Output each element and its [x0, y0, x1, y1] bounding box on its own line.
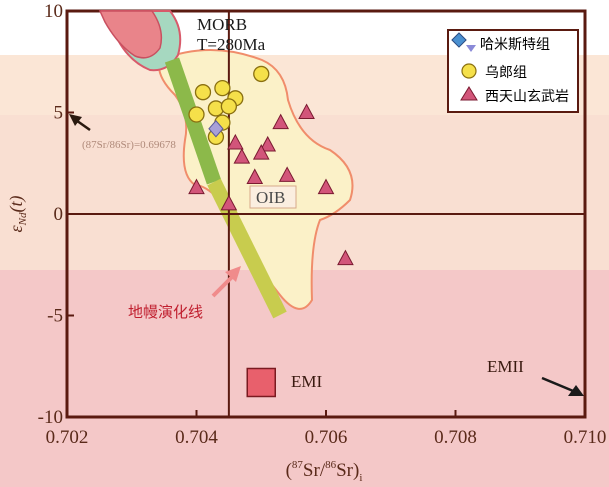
triangle-data-point	[227, 133, 244, 150]
legend-circle-icon	[461, 63, 477, 79]
y-tick-label: 5	[54, 103, 64, 124]
oib-label: OIB	[256, 188, 285, 207]
mantle-array-arrow-head	[225, 266, 241, 282]
diamond-data-point	[208, 119, 224, 138]
triangle-data-point	[317, 178, 335, 195]
y-tick-label: -5	[47, 306, 63, 327]
emi-label: EMI	[291, 372, 323, 391]
legend-diamond-icon	[451, 32, 467, 48]
legend-inverted-triangle-icon	[466, 45, 476, 52]
legend-label-wulang: 乌郎组	[485, 65, 527, 81]
y-axis-label: εNd(t)	[6, 196, 29, 233]
triangle-data-point	[259, 135, 277, 152]
legend-label-xitianshan: 西天山玄武岩	[485, 88, 569, 105]
morb-core	[98, 10, 163, 59]
circle-data-point	[214, 79, 231, 97]
x-tick-label: 0.702	[46, 427, 89, 448]
legend-triangle-icon	[460, 86, 478, 101]
triangle-data-point	[298, 103, 315, 119]
x-tick-label: 0.706	[305, 427, 348, 448]
bulk-earth-arrow-head	[69, 114, 82, 126]
x-tick-label: 0.708	[434, 427, 477, 448]
emi-square	[246, 367, 276, 398]
circle-data-point	[194, 84, 212, 101]
x-tick-label: 0.710	[564, 427, 607, 448]
emii-label: EMII	[487, 357, 524, 376]
x-tick-labels: 0.702 0.704 0.706 0.708 0.710	[46, 410, 607, 448]
y-tick-labels: 10 5 0 -5 -10	[38, 1, 74, 428]
legend-label-hamisite: 哈米斯特组	[480, 37, 550, 53]
emii-arrow-head	[568, 385, 584, 396]
triangle-data-point	[272, 113, 290, 130]
x-axis-label: (87Sr/86Sr)i	[286, 459, 363, 484]
triangle-data-point	[188, 178, 205, 195]
circle-data-point	[220, 98, 238, 115]
legend: 哈米斯特组 乌郎组 西天山玄武岩	[447, 29, 579, 113]
data-markers	[188, 65, 354, 266]
triangle-data-point	[220, 194, 238, 211]
bulk-earth-label: (87Sr/86Sr)=0.69678	[82, 139, 176, 151]
circle-data-point	[253, 65, 270, 83]
morb-label: MORB	[197, 15, 247, 34]
oib-label-box	[249, 185, 297, 209]
triangle-data-point	[337, 249, 354, 266]
triangle-data-point	[246, 168, 264, 184]
y-tick-label: -10	[38, 407, 63, 428]
triangle-data-point	[233, 148, 251, 164]
y-tick-label: 10	[44, 1, 63, 22]
morb-age-label: T=280Ma	[197, 35, 266, 54]
triangle-data-point	[278, 166, 296, 182]
circle-data-point	[188, 106, 205, 123]
mantle-array-label: 地幔演化线	[128, 303, 203, 321]
triangle-data-point	[252, 144, 270, 160]
x-tick-label: 0.704	[175, 427, 218, 448]
y-tick-label: 0	[54, 204, 64, 225]
